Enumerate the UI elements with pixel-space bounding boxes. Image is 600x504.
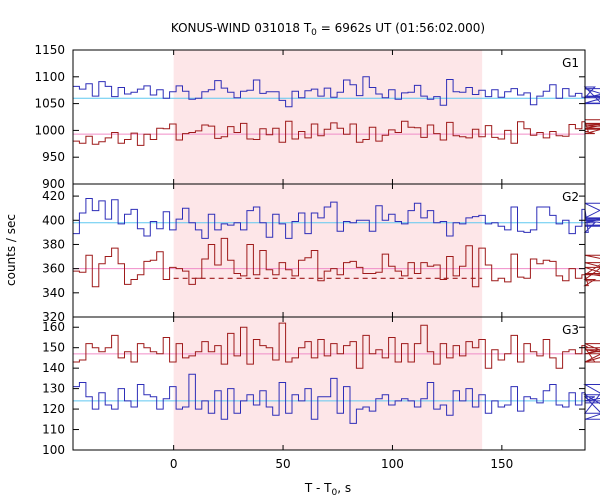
x-tick-label: 50 [275,457,290,471]
panel-g3: 100 110 120 130 140 150 160 G3 0 50 100 150 [42,316,600,471]
y-tick-label: 130 [42,382,65,396]
y-tick-label: 320 [42,310,65,324]
y-tick-label: 340 [42,286,65,300]
panels: 9009501000105011001150G13203403603804004… [34,43,600,471]
y-tick-label: 360 [42,262,65,276]
y-tick-label: 120 [42,402,65,416]
series-red-line [73,119,600,146]
series-red-line [73,322,600,369]
shaded-interval [173,50,483,184]
x-tick-label: 0 [170,457,178,471]
y-axis-label: counts / sec [4,214,18,286]
y-tick-label: 1150 [34,43,65,57]
y-tick-label: 140 [42,361,65,375]
panel-label: G1 [562,56,579,70]
panel-label: G2 [562,190,579,204]
panel-frame [72,316,586,451]
shaded-interval [173,317,483,450]
y-tick-label: 1100 [34,70,65,84]
y-tick-label: 950 [42,150,65,164]
y-tick-label: 380 [42,237,65,251]
y-tick-label: 100 [42,443,65,457]
series-blue-line [73,76,600,108]
y-tick-label: 1000 [34,123,65,137]
y-tick-label: 400 [42,213,65,227]
y-tick-label: 150 [42,341,65,355]
series-blue-line [73,198,600,239]
series-red-line [73,237,600,288]
y-tick-label: 160 [42,320,65,334]
y-tick-label: 420 [42,189,65,203]
panel-g1: 900 950 1000 1050 1100 1150 G1 [34,43,600,191]
series-blue-line [73,373,600,424]
y-tick-label: 110 [42,423,65,437]
x-tick-label: 150 [490,457,513,471]
y-tick-label: 900 [42,177,65,191]
y-tick-label: 1050 [34,97,65,111]
x-axis-label: T - T0, s [304,481,351,498]
x-tick-label: 100 [381,457,404,471]
panel-g2: 320 340 360 380 400 420 G2 [42,183,600,324]
panel-label: G3 [562,323,579,337]
shaded-interval [173,184,483,317]
chart-title: KONUS-WIND 031018 T0 = 6962s UT (01:56:0… [171,21,485,38]
